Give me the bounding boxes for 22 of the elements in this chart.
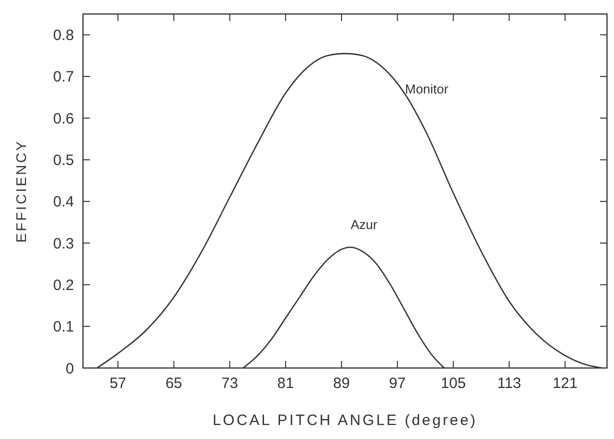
- x-tick-label: 65: [165, 375, 182, 392]
- x-tick-label: 121: [552, 375, 578, 392]
- x-tick-label: 57: [110, 375, 126, 392]
- x-tick-label: 105: [440, 375, 466, 392]
- x-tick-label: 113: [497, 375, 522, 392]
- y-tick-label: 0.2: [53, 276, 74, 294]
- x-tick-label: 97: [389, 375, 406, 392]
- x-tick-label: 73: [221, 375, 238, 392]
- x-axis-title: LOCAL PITCH ANGLE (degree): [212, 412, 478, 429]
- y-tick-label: 0.8: [53, 27, 74, 44]
- y-tick-label: 0.1: [53, 318, 74, 336]
- y-axis-title: EFFICIENCY: [13, 139, 29, 243]
- x-tick-label: 81: [277, 375, 294, 392]
- y-tick-label: 0: [66, 360, 74, 378]
- y-tick-label: 0.6: [53, 110, 74, 128]
- y-tick-label: 0.4: [53, 194, 74, 211]
- y-tick-label: 0.7: [53, 68, 74, 86]
- y-tick-label: 0.5: [53, 152, 74, 170]
- series-label: Monitor: [405, 82, 450, 97]
- x-tick-label: 89: [333, 375, 350, 392]
- series-label: Azur: [350, 217, 378, 232]
- y-tick-label: 0.3: [53, 235, 74, 252]
